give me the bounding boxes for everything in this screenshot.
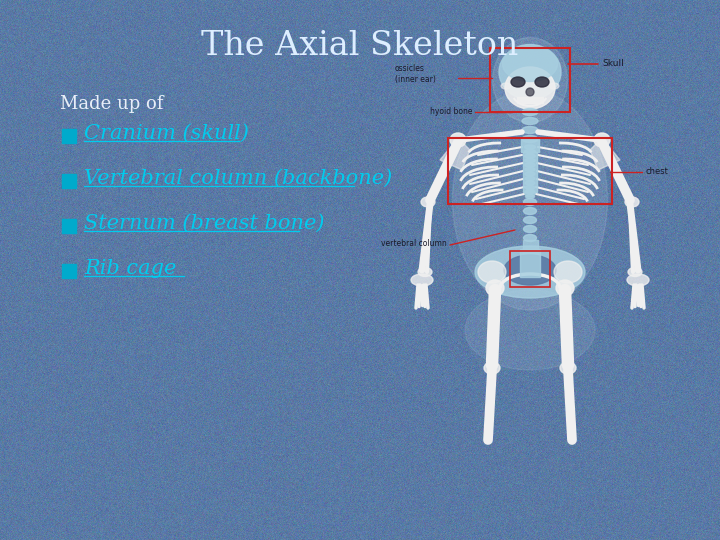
Ellipse shape bbox=[525, 167, 535, 172]
Ellipse shape bbox=[522, 136, 538, 143]
Text: Cranium (skull): Cranium (skull) bbox=[84, 124, 249, 143]
Ellipse shape bbox=[524, 145, 536, 149]
Text: Rib cage: Rib cage bbox=[84, 259, 176, 278]
Text: hyoid bone: hyoid bone bbox=[430, 106, 472, 116]
Ellipse shape bbox=[625, 197, 639, 207]
Ellipse shape bbox=[484, 362, 500, 374]
Bar bbox=[520, 249, 540, 277]
Ellipse shape bbox=[421, 197, 435, 207]
Ellipse shape bbox=[499, 44, 561, 99]
Ellipse shape bbox=[556, 280, 574, 296]
Ellipse shape bbox=[549, 83, 559, 89]
Text: Sternum (breast bone): Sternum (breast bone) bbox=[84, 213, 325, 233]
Ellipse shape bbox=[526, 194, 534, 199]
Ellipse shape bbox=[503, 46, 557, 82]
Ellipse shape bbox=[526, 181, 535, 185]
Bar bbox=[62, 174, 76, 188]
Text: Vertebral column (backbone): Vertebral column (backbone) bbox=[84, 168, 392, 187]
Ellipse shape bbox=[478, 261, 506, 283]
Bar bbox=[521, 138, 539, 152]
Ellipse shape bbox=[525, 159, 535, 163]
Ellipse shape bbox=[486, 280, 504, 296]
Ellipse shape bbox=[525, 189, 535, 197]
Ellipse shape bbox=[526, 88, 534, 96]
Ellipse shape bbox=[452, 90, 608, 310]
Ellipse shape bbox=[505, 67, 555, 109]
Text: chest: chest bbox=[645, 166, 668, 176]
Bar bbox=[62, 219, 76, 233]
Bar bbox=[517, 97, 543, 103]
Ellipse shape bbox=[525, 177, 535, 180]
Ellipse shape bbox=[411, 274, 433, 286]
Bar bbox=[523, 240, 538, 260]
Ellipse shape bbox=[560, 362, 576, 374]
Ellipse shape bbox=[627, 274, 649, 286]
Ellipse shape bbox=[523, 207, 536, 214]
Ellipse shape bbox=[511, 77, 525, 87]
Ellipse shape bbox=[526, 190, 534, 194]
Ellipse shape bbox=[525, 163, 535, 167]
Ellipse shape bbox=[525, 172, 535, 176]
Bar bbox=[62, 264, 76, 278]
Ellipse shape bbox=[522, 109, 538, 116]
Ellipse shape bbox=[418, 267, 432, 276]
Ellipse shape bbox=[525, 154, 535, 158]
Ellipse shape bbox=[523, 234, 536, 241]
Ellipse shape bbox=[594, 133, 610, 147]
Polygon shape bbox=[440, 138, 470, 170]
Ellipse shape bbox=[465, 290, 595, 370]
Text: Made up of: Made up of bbox=[60, 95, 163, 113]
Ellipse shape bbox=[523, 199, 536, 206]
Text: ossicles
(inner ear): ossicles (inner ear) bbox=[395, 64, 436, 84]
Ellipse shape bbox=[522, 118, 538, 125]
Ellipse shape bbox=[628, 267, 642, 276]
Ellipse shape bbox=[554, 261, 582, 283]
Ellipse shape bbox=[523, 217, 536, 224]
Polygon shape bbox=[590, 138, 620, 170]
Ellipse shape bbox=[522, 126, 538, 133]
Bar bbox=[62, 129, 76, 143]
Ellipse shape bbox=[526, 186, 534, 190]
Bar bbox=[523, 152, 537, 192]
Ellipse shape bbox=[523, 226, 536, 233]
Ellipse shape bbox=[535, 77, 549, 87]
Text: Skull: Skull bbox=[602, 58, 624, 68]
Text: vertebral column: vertebral column bbox=[382, 240, 447, 248]
Ellipse shape bbox=[450, 133, 466, 147]
Ellipse shape bbox=[501, 83, 511, 89]
Ellipse shape bbox=[475, 246, 585, 298]
Ellipse shape bbox=[492, 37, 567, 123]
Ellipse shape bbox=[525, 150, 536, 153]
Text: The Axial Skeleton: The Axial Skeleton bbox=[202, 30, 518, 62]
Ellipse shape bbox=[504, 255, 556, 285]
